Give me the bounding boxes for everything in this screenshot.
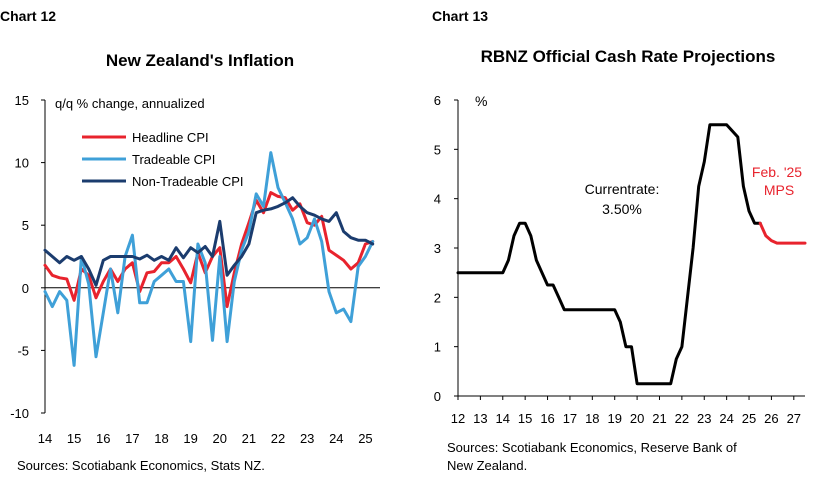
chart-13-annotation-projection-line2: MPS <box>764 182 794 198</box>
chart-13: Chart 13 RBNZ Official Cash Rate Project… <box>432 8 807 473</box>
y-tick-label: 4 <box>434 192 441 207</box>
legend-label-0: Headline CPI <box>132 130 209 145</box>
chart-13-source-line2: New Zealand. <box>447 458 527 473</box>
chart-12-unit-label: q/q % change, annualized <box>55 96 205 111</box>
y-tick-label: 5 <box>434 142 441 157</box>
x-tick-label: 15 <box>518 411 532 426</box>
y-tick-label: 5 <box>22 218 29 233</box>
x-tick-label: 14 <box>38 431 52 446</box>
chart-13-source-line1: Sources: Scotiabank Economics, Reserve B… <box>447 440 737 455</box>
x-tick-label: 20 <box>630 411 644 426</box>
x-tick-label: 27 <box>787 411 801 426</box>
x-tick-label: 19 <box>607 411 621 426</box>
y-tick-label: 2 <box>434 290 441 305</box>
x-tick-label: 16 <box>540 411 554 426</box>
x-tick-label: 13 <box>473 411 487 426</box>
chart-13-annotation-current-line1: Currentrate: <box>585 181 660 197</box>
x-tick-label: 14 <box>496 411 510 426</box>
x-tick-label: 25 <box>358 431 372 446</box>
x-tick-label: 23 <box>697 411 711 426</box>
x-tick-label: 21 <box>652 411 666 426</box>
x-tick-label: 26 <box>764 411 778 426</box>
chart-12: Chart 12 New Zealand's Inflation q/q % c… <box>0 8 380 473</box>
x-tick-label: 24 <box>719 411 733 426</box>
y-tick-label: 0 <box>434 389 441 404</box>
series-line-1 <box>43 151 375 367</box>
x-tick-label: 18 <box>154 431 168 446</box>
y-tick-label: 15 <box>15 93 29 108</box>
chart-12-plot: -10 -5 0 5 10 15 14 15 16 17 18 19 20 21 22 23 24 25 Headl… <box>10 93 380 446</box>
chart-13-unit-label: % <box>475 93 487 109</box>
y-tick-label: 1 <box>434 340 441 355</box>
series-line-0 <box>456 123 762 386</box>
chart-12-source: Sources: Scotiabank Economics, Stats NZ. <box>17 458 265 473</box>
y-tick-label: -10 <box>10 406 29 421</box>
x-tick-label: 17 <box>563 411 577 426</box>
y-tick-label: 10 <box>15 156 29 171</box>
y-tick-label: -5 <box>17 343 29 358</box>
x-tick-label: 17 <box>125 431 139 446</box>
y-tick-label: 0 <box>22 281 29 296</box>
x-tick-label: 25 <box>742 411 756 426</box>
x-tick-label: 18 <box>585 411 599 426</box>
x-tick-label: 20 <box>213 431 227 446</box>
x-tick-label: 22 <box>271 431 285 446</box>
x-tick-label: 16 <box>96 431 110 446</box>
x-tick-label: 12 <box>451 411 465 426</box>
series-line-1 <box>758 221 807 245</box>
chart-13-title: RBNZ Official Cash Rate Projections <box>481 47 776 66</box>
series-line-2 <box>43 196 375 287</box>
chart-12-title: New Zealand's Inflation <box>106 51 294 70</box>
series-line-0 <box>43 191 375 309</box>
x-tick-label: 22 <box>675 411 689 426</box>
y-tick-label: 6 <box>434 93 441 108</box>
chart-13-label: Chart 13 <box>432 8 488 24</box>
chart-12-label: Chart 12 <box>0 8 56 24</box>
x-tick-label: 21 <box>242 431 256 446</box>
legend-label-1: Tradeable CPI <box>132 152 215 167</box>
chart-13-annotation-current-line2: 3.50% <box>602 201 642 217</box>
x-tick-label: 24 <box>329 431 343 446</box>
x-tick-label: 23 <box>300 431 314 446</box>
chart-13-annotation-projection-line1: Feb. '25 <box>752 164 802 180</box>
legend-label-2: Non-Tradeable CPI <box>132 174 244 189</box>
x-tick-label: 19 <box>183 431 197 446</box>
y-tick-label: 3 <box>434 241 441 256</box>
x-tick-label: 15 <box>67 431 81 446</box>
